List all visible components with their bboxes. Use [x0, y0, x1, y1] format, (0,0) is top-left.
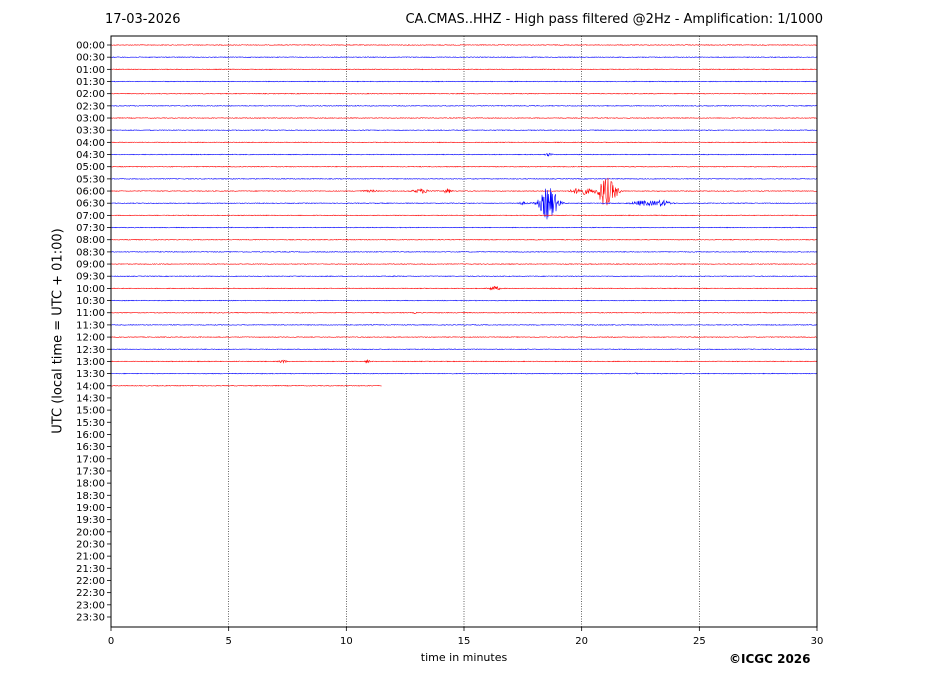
- trace-08:00: [110, 238, 818, 241]
- trace-04:00: [110, 141, 818, 144]
- trace-10:00: [110, 285, 818, 291]
- y-tick-label: 01:30: [76, 77, 105, 88]
- y-tick-label: 04:00: [76, 138, 105, 149]
- trace-13:30: [110, 372, 818, 375]
- y-tick-label: 16:00: [76, 430, 105, 441]
- y-tick-label: 14:30: [76, 393, 105, 404]
- y-tick-label: 04:30: [76, 150, 105, 161]
- trace-13:00: [110, 358, 818, 364]
- y-tick-label: 13:00: [76, 357, 105, 368]
- y-tick-label: 18:30: [76, 491, 105, 502]
- y-tick-label: 08:00: [76, 235, 105, 246]
- y-tick-label: 15:00: [76, 406, 105, 417]
- y-tick-label: 16:30: [76, 442, 105, 453]
- x-tick-label: 30: [811, 636, 824, 647]
- trace-10:30: [110, 299, 818, 302]
- trace-12:00: [110, 336, 818, 338]
- trace-02:00: [110, 92, 818, 95]
- y-tick-label: 23:30: [76, 612, 105, 623]
- trace-02:30: [110, 105, 818, 107]
- trace-11:00: [110, 311, 818, 314]
- x-tick-label: 25: [693, 636, 706, 647]
- y-tick-label: 18:00: [76, 479, 105, 490]
- y-tick-label: 19:30: [76, 515, 105, 526]
- y-tick-label: 13:30: [76, 369, 105, 380]
- y-tick-label: 03:30: [76, 126, 105, 137]
- y-tick-label: 00:30: [76, 53, 105, 64]
- y-tick-label: 03:00: [76, 114, 105, 125]
- trace-07:30: [110, 226, 818, 229]
- y-tick-label: 17:00: [76, 454, 105, 465]
- x-tick-label: 15: [458, 636, 471, 647]
- trace-12:30: [110, 348, 818, 351]
- y-tick-label: 06:30: [76, 199, 105, 210]
- copyright-credit: ©ICGC 2026: [729, 652, 811, 666]
- trace-07:00: [110, 214, 818, 217]
- trace-14:00: [110, 384, 382, 387]
- trace-00:00: [110, 44, 818, 46]
- chart-title: CA.CMAS..HHZ - High pass filtered @2Hz -…: [405, 12, 823, 27]
- y-tick-label: 19:00: [76, 503, 105, 514]
- y-tick-label: 23:00: [76, 600, 105, 611]
- y-tick-label: 01:00: [76, 65, 105, 76]
- y-tick-label: 07:00: [76, 211, 105, 222]
- trace-05:00: [110, 165, 818, 168]
- y-tick-label: 09:00: [76, 260, 105, 271]
- y-tick-label: 22:30: [76, 588, 105, 599]
- trace-09:00: [110, 263, 818, 265]
- y-tick-label: 02:00: [76, 89, 105, 100]
- trace-06:30: [110, 188, 818, 220]
- x-tick-label: 5: [225, 636, 231, 647]
- y-tick-label: 10:00: [76, 284, 105, 295]
- y-tick-label: 21:00: [76, 552, 105, 563]
- y-tick-label: 20:00: [76, 527, 105, 538]
- y-tick-label: 12:30: [76, 345, 105, 356]
- x-tick-label: 10: [340, 636, 353, 647]
- y-tick-label: 11:00: [76, 308, 105, 319]
- trace-06:00: [110, 177, 818, 206]
- y-tick-label: 09:30: [76, 272, 105, 283]
- trace-01:30: [110, 80, 818, 83]
- y-tick-label: 02:30: [76, 101, 105, 112]
- trace-04:30: [110, 152, 818, 157]
- trace-09:30: [110, 275, 818, 278]
- trace-11:30: [110, 324, 818, 326]
- y-tick-label: 17:30: [76, 466, 105, 477]
- y-tick-label: 10:30: [76, 296, 105, 307]
- x-tick-label: 20: [575, 636, 588, 647]
- y-tick-label: 14:00: [76, 381, 105, 392]
- trace-08:30: [110, 251, 818, 253]
- y-tick-label: 07:30: [76, 223, 105, 234]
- y-tick-label: 21:30: [76, 564, 105, 575]
- x-axis-label: time in minutes: [420, 651, 508, 664]
- trace-01:00: [110, 68, 818, 71]
- y-tick-label: 08:30: [76, 247, 105, 258]
- y-tick-label: 15:30: [76, 418, 105, 429]
- trace-00:30: [110, 56, 818, 58]
- trace-03:30: [110, 129, 818, 132]
- y-tick-label: 22:00: [76, 576, 105, 587]
- y-tick-label: 12:00: [76, 333, 105, 344]
- trace-05:30: [110, 178, 818, 180]
- y-tick-label: 05:00: [76, 162, 105, 173]
- y-tick-label: 00:00: [76, 41, 105, 52]
- y-tick-label: 11:30: [76, 320, 105, 331]
- date-label: 17-03-2026: [105, 12, 181, 27]
- trace-03:00: [110, 117, 818, 119]
- y-tick-label: 20:30: [76, 539, 105, 550]
- x-tick-label: 0: [108, 636, 114, 647]
- y-tick-label: 05:30: [76, 174, 105, 185]
- y-tick-label: 06:00: [76, 187, 105, 198]
